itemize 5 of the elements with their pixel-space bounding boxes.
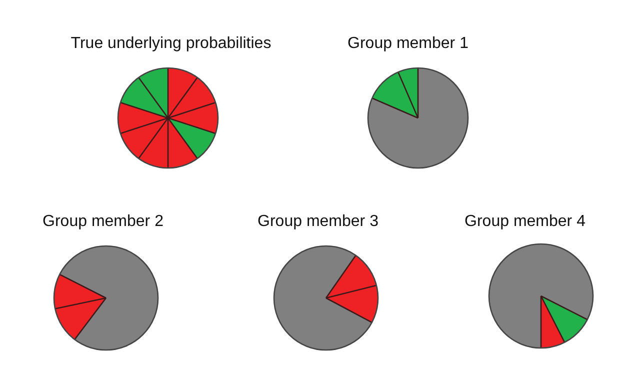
chart-title: Group member 1 <box>348 35 469 52</box>
chart-title: True underlying probabilities <box>70 35 272 52</box>
chart-title: Group member 2 <box>42 213 164 230</box>
chart-title: Group member 3 <box>258 213 379 230</box>
chart-title: Group member 4 <box>464 213 586 230</box>
